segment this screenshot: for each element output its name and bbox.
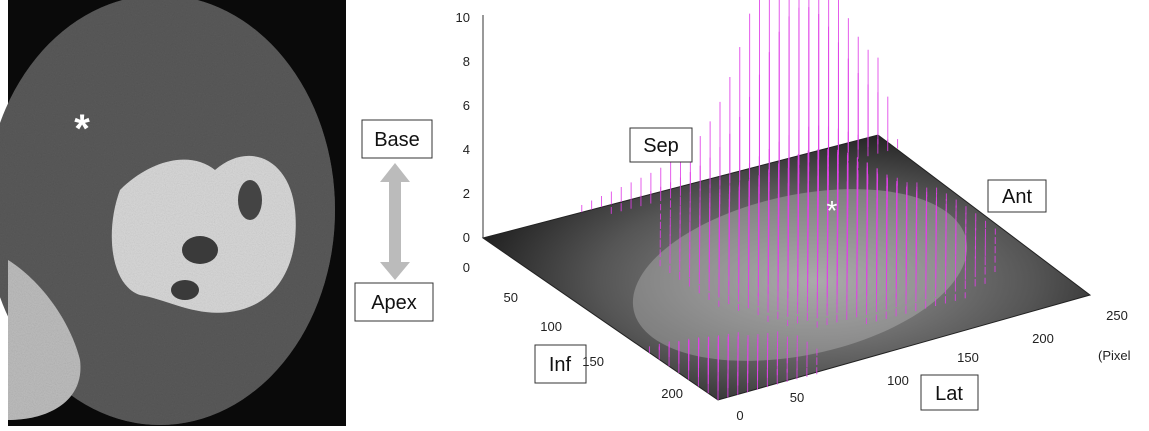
- width-tick-label: 100: [887, 373, 909, 388]
- orientation-arrow: Base Apex: [355, 120, 433, 321]
- depth-tick-label: 0: [463, 260, 470, 275]
- label-base: Base: [374, 129, 420, 151]
- width-tick-label: 0: [736, 408, 743, 423]
- surface-plot: Sep Ant Inf Lat * (Pixel 024681005010015…: [456, 0, 1131, 423]
- marker: *: [74, 107, 90, 151]
- z-tick-label: 4: [463, 142, 470, 157]
- depth-tick-label: 100: [540, 319, 562, 334]
- label-ant: Ant: [1002, 186, 1032, 208]
- label-lat: Lat: [935, 383, 963, 405]
- width-tick-label: 150: [957, 350, 979, 365]
- z-tick-label: 0: [463, 230, 470, 245]
- z-tick-label: 6: [463, 98, 470, 113]
- label-inf: Inf: [549, 354, 572, 376]
- marker: *: [827, 195, 838, 226]
- width-tick-label: 200: [1032, 331, 1054, 346]
- label-sep: Sep: [643, 135, 679, 157]
- z-tick-label: 10: [456, 10, 470, 25]
- depth-tick-label: 150: [582, 354, 604, 369]
- depth-tick-label: 200: [661, 386, 683, 401]
- width-tick-label: 50: [790, 390, 804, 405]
- mri-image: *: [0, 0, 346, 426]
- z-tick-label: 8: [463, 54, 470, 69]
- unit-label: (Pixel: [1098, 348, 1131, 363]
- z-tick-label: 2: [463, 186, 470, 201]
- depth-tick-label: 50: [504, 290, 518, 305]
- width-tick-label: 250: [1106, 308, 1128, 323]
- figure: * Base Apex Sep Ant Inf Lat * (Pixel 0 2 4…: [0, 0, 1149, 426]
- label-apex: Apex: [371, 292, 417, 314]
